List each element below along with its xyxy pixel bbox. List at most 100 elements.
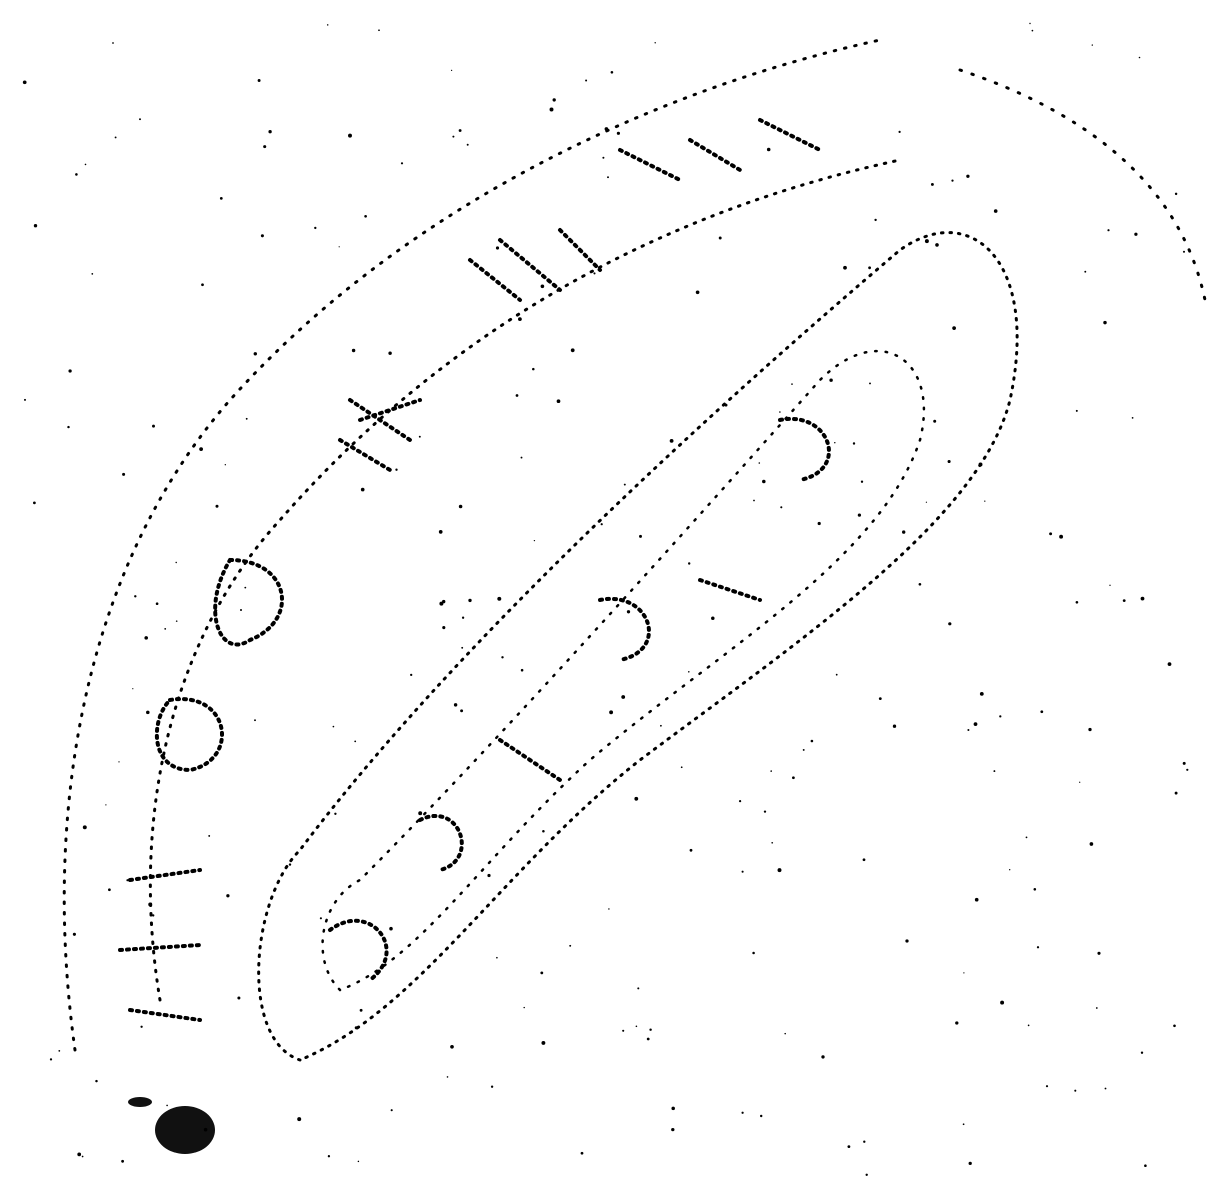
ink-speck bbox=[724, 403, 728, 407]
ink-speck bbox=[466, 143, 469, 146]
ink-speck bbox=[327, 1155, 331, 1158]
ink-speck bbox=[766, 147, 771, 152]
ink-speck bbox=[1144, 1164, 1147, 1167]
ink-speck bbox=[134, 595, 137, 598]
ink-speck bbox=[58, 1049, 61, 1052]
ink-speck bbox=[442, 626, 446, 630]
ink-speck bbox=[763, 810, 767, 813]
ink-speck bbox=[244, 586, 247, 589]
ink-speck bbox=[1182, 250, 1186, 253]
ink-speck bbox=[687, 562, 691, 565]
ink-speck bbox=[759, 1114, 763, 1118]
ink-speck bbox=[1036, 946, 1040, 949]
ink-speck bbox=[1088, 727, 1092, 732]
ink-speck bbox=[780, 506, 783, 509]
ink-speck bbox=[878, 697, 882, 701]
ink-speck bbox=[924, 239, 929, 244]
ink-speck bbox=[357, 1160, 360, 1163]
ink-speck bbox=[635, 1025, 638, 1028]
ink-speck bbox=[108, 888, 111, 892]
ink-speck bbox=[118, 761, 120, 763]
ink-speck bbox=[1059, 534, 1064, 539]
ink-speck bbox=[389, 926, 393, 931]
ink-speck bbox=[388, 351, 392, 355]
ink-speck bbox=[752, 951, 755, 955]
ink-speck bbox=[288, 863, 292, 866]
ink-speck bbox=[495, 246, 500, 250]
ink-speck bbox=[359, 1008, 363, 1012]
ink-speck bbox=[634, 796, 639, 801]
ink-speck bbox=[821, 1055, 825, 1059]
ink-speck bbox=[338, 246, 340, 248]
ink-speck bbox=[164, 628, 167, 630]
ink-speck bbox=[126, 879, 129, 882]
ink-speck bbox=[1084, 270, 1087, 273]
ink-speck bbox=[669, 438, 674, 443]
ink-speck bbox=[442, 599, 446, 604]
ink-speck bbox=[741, 870, 744, 873]
ink-speck bbox=[112, 42, 114, 44]
ink-speck bbox=[1091, 44, 1093, 46]
ink-speck bbox=[688, 671, 690, 673]
ink-speck bbox=[862, 858, 866, 862]
ink-speck bbox=[874, 218, 877, 222]
ink-speck bbox=[626, 610, 631, 614]
ink-speck bbox=[593, 272, 596, 275]
ink-speck bbox=[148, 902, 153, 907]
ink-speck bbox=[257, 79, 261, 82]
ink-speck bbox=[1074, 1089, 1077, 1092]
ink-speck bbox=[68, 369, 72, 373]
ink-speck bbox=[1089, 842, 1094, 846]
ink-speck bbox=[1140, 596, 1145, 601]
ink-speck bbox=[753, 499, 755, 502]
ink-speck bbox=[963, 972, 965, 974]
ink-speck bbox=[918, 582, 922, 586]
ink-speck bbox=[1173, 1024, 1176, 1028]
ink-speck bbox=[146, 710, 150, 715]
ink-speck bbox=[1027, 1024, 1030, 1027]
ink-speck bbox=[974, 897, 979, 902]
ink-speck bbox=[75, 173, 78, 176]
ink-speck bbox=[933, 419, 937, 423]
ink-speck bbox=[226, 894, 230, 898]
ink-speck bbox=[390, 1109, 393, 1112]
ink-speck bbox=[602, 156, 605, 159]
ink-speck bbox=[1174, 192, 1178, 196]
inner-ring-arc bbox=[148, 158, 902, 1002]
ink-speck bbox=[348, 133, 352, 138]
ink-speck bbox=[95, 1079, 98, 1083]
ink-speck bbox=[1075, 409, 1078, 412]
ink-speck bbox=[868, 266, 871, 270]
ink-smudge-blot bbox=[128, 1097, 215, 1154]
ink-speck bbox=[532, 367, 535, 371]
ink-speck bbox=[649, 1028, 652, 1031]
ink-speck bbox=[542, 829, 545, 833]
ink-speck bbox=[518, 317, 522, 321]
ink-speck bbox=[201, 283, 204, 287]
ink-speck bbox=[418, 811, 423, 816]
ink-speck bbox=[360, 487, 365, 492]
ink-speck bbox=[364, 214, 367, 218]
ink-speck bbox=[497, 596, 502, 601]
ink-speck bbox=[1104, 1087, 1107, 1090]
ink-speck bbox=[523, 1006, 525, 1009]
ink-speck bbox=[166, 1104, 168, 1107]
ink-speck bbox=[84, 163, 87, 166]
ink-speck bbox=[947, 459, 951, 464]
scattered-ink-specks bbox=[22, 22, 1189, 1176]
ink-speck bbox=[993, 770, 996, 773]
ink-speck bbox=[608, 908, 610, 910]
ink-speck bbox=[237, 996, 241, 1000]
ink-speck bbox=[334, 812, 337, 815]
ink-speck bbox=[450, 69, 453, 72]
ink-speck bbox=[395, 468, 398, 471]
ink-speck bbox=[468, 598, 472, 603]
ink-speck bbox=[91, 273, 94, 275]
ink-speck bbox=[332, 725, 335, 728]
ink-speck bbox=[461, 646, 464, 649]
ink-speck bbox=[1025, 836, 1028, 839]
ink-speck bbox=[33, 501, 36, 505]
ink-speck bbox=[637, 987, 640, 990]
ink-speck bbox=[221, 572, 225, 575]
ink-speck bbox=[175, 561, 177, 564]
